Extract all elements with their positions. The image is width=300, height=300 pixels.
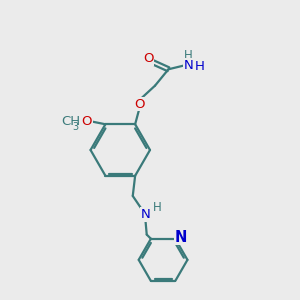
Text: O: O bbox=[134, 98, 145, 110]
Text: 3: 3 bbox=[73, 122, 79, 132]
Text: CH: CH bbox=[61, 115, 80, 128]
Text: H: H bbox=[153, 201, 162, 214]
Text: O: O bbox=[82, 115, 92, 128]
Text: H: H bbox=[194, 60, 204, 73]
Text: N: N bbox=[140, 208, 150, 221]
Text: H: H bbox=[184, 49, 193, 62]
Text: O: O bbox=[143, 52, 154, 65]
Text: N: N bbox=[184, 59, 193, 72]
Text: N: N bbox=[174, 230, 187, 245]
